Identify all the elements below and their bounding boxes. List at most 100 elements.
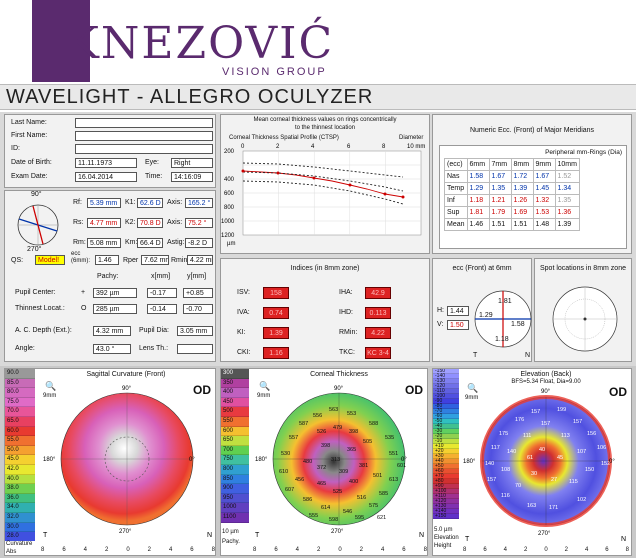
scale-step: 350 (221, 378, 249, 389)
dob-field[interactable]: 11.11.1973 (75, 158, 137, 168)
thinnest-pachy-value: 285 µm (93, 304, 137, 314)
rmin-value: 4.22 mm (187, 255, 213, 265)
ctsp-patient-line (242, 170, 404, 198)
ctsp-panel: Mean corneal thickness values on rings c… (220, 114, 430, 254)
elevation-zoom-label: 9mm (465, 395, 479, 401)
last-name-label: Last Name: (11, 119, 47, 126)
table-cell: 1.36 (554, 206, 580, 219)
tick: 6 (62, 547, 66, 553)
axis-diagram (17, 204, 59, 246)
tick: 4 (168, 547, 173, 553)
scale-step: 500 (221, 407, 249, 417)
thick-val: 516 (357, 495, 366, 501)
ctsp-xtick-2: 2 (276, 144, 280, 150)
elev-deg270: 270° (538, 531, 551, 537)
k1-label: K1: (125, 199, 136, 206)
elev-val: 171 (549, 505, 558, 511)
scale-step: -30 (433, 429, 459, 434)
last-name-field[interactable] (75, 118, 213, 128)
elev-val: 175 (499, 431, 508, 437)
rmin-label: Rmin (171, 257, 188, 264)
scale-step: 65.0 (5, 416, 35, 427)
elev-val: 40 (539, 447, 545, 453)
astig-label: Astig: (167, 239, 185, 246)
scale-step: +140 (433, 509, 459, 514)
time-field[interactable]: 14:16:09 (171, 172, 213, 182)
ctsp-ytick-1200: 1200 (221, 233, 235, 239)
ctsp-xtick-0: 0 (241, 144, 245, 150)
scale-step: +150 (433, 514, 459, 519)
tick: 2 (104, 547, 109, 553)
ki-label: KI: (237, 329, 246, 336)
id-field[interactable] (75, 144, 213, 154)
scale-step: -40 (433, 424, 459, 429)
ctsp-title-line2: to the thinnest location (294, 125, 356, 131)
ctsp-ytick-600: 600 (224, 191, 235, 197)
cki-value: 1.16 (263, 347, 289, 359)
pupil-dia-label: Pupil Dia: (139, 327, 169, 334)
scale-step: 400 (221, 388, 249, 398)
scale-step: +50 (433, 464, 459, 469)
dob-label: Date of Birth: (11, 159, 52, 166)
thickness-title: Corneal Thickness (310, 371, 368, 378)
first-name-field[interactable] (75, 131, 213, 141)
scale-step: 300 (221, 369, 249, 379)
elev-val: 117 (491, 445, 500, 451)
rmin-index-value: 4.22 (365, 327, 391, 339)
scale-step: 650 (221, 436, 249, 446)
tick: 0 (126, 547, 130, 553)
elevation-ticks: 8 6 4 2 0 2 4 6 8 (463, 547, 629, 553)
table-cell: 1.35 (554, 194, 580, 207)
scale-step: 550 (221, 416, 249, 427)
ecc6-t: T (473, 352, 478, 359)
thick-val: 525 (333, 489, 342, 495)
elev-val: 163 (527, 503, 536, 509)
thick-val: 530 (281, 451, 290, 457)
table-header: 6mm (466, 158, 490, 171)
table-cell: 1.34 (554, 182, 580, 195)
table-cell: 1.45 (532, 182, 556, 195)
ctsp-xtick-8: 8 (382, 144, 386, 150)
elev-val: 30 (531, 471, 537, 477)
table-header: 10mm (554, 158, 580, 171)
elev-t: T (465, 536, 470, 543)
sagittal-map: 90° 0° 180° 270° T N (43, 386, 212, 539)
ecc-label: ecc (6mm): (71, 251, 90, 264)
thick-val: 556 (313, 413, 322, 419)
thick-val: 563 (329, 407, 338, 413)
elev-deg90: 90° (541, 389, 551, 395)
k2-value: 70.8 D (137, 218, 163, 228)
exam-date-label: Exam Date: (11, 173, 48, 180)
ecc6-v-label: V: (437, 321, 444, 328)
elev-val: 108 (501, 467, 510, 473)
exam-date-field[interactable]: 16.04.2014 (75, 172, 137, 182)
zoom-icon[interactable]: 🔍 (467, 383, 479, 393)
zoom-icon[interactable]: 🔍 (259, 381, 271, 391)
thickness-scale-foot1: 10 µm (222, 529, 239, 535)
scale-step: 28.0 (5, 532, 35, 541)
tkc-label: TKC: (339, 349, 355, 356)
sagittal-od-label: OD (193, 383, 211, 397)
thick-val: 505 (363, 439, 372, 445)
thinnest-x-value: -0.14 (147, 304, 177, 314)
thickness-scale-foot2: Pachy. (222, 539, 240, 545)
eye-field[interactable]: Right (171, 158, 213, 168)
ctsp-norm-lower (242, 180, 404, 205)
ecc-table-group-header: Peripheral mm-Rings (Dia) (545, 149, 622, 156)
rf-value: 5.39 mm (87, 198, 121, 208)
tick: 2 (359, 547, 363, 553)
elev-val: 111 (523, 433, 531, 439)
tick: 2 (564, 547, 568, 553)
thick-val: 465 (317, 481, 326, 487)
scale-step: 34.0 (5, 503, 35, 513)
thick-val: 595 (355, 515, 364, 521)
pupil-symbol: + (81, 289, 86, 296)
zoom-icon[interactable]: 🔍 (45, 381, 57, 391)
deg90-label: 90° (31, 191, 42, 198)
ctsp-xtick-4: 4 (311, 144, 315, 150)
sag-deg0: 0° (189, 457, 195, 463)
page-title: WAVELIGHT - ALLEGRO OCULYZER (6, 86, 374, 108)
scale-step: -80 (433, 404, 459, 409)
thick-val: 551 (389, 451, 398, 457)
sag-deg270: 270° (119, 529, 132, 535)
